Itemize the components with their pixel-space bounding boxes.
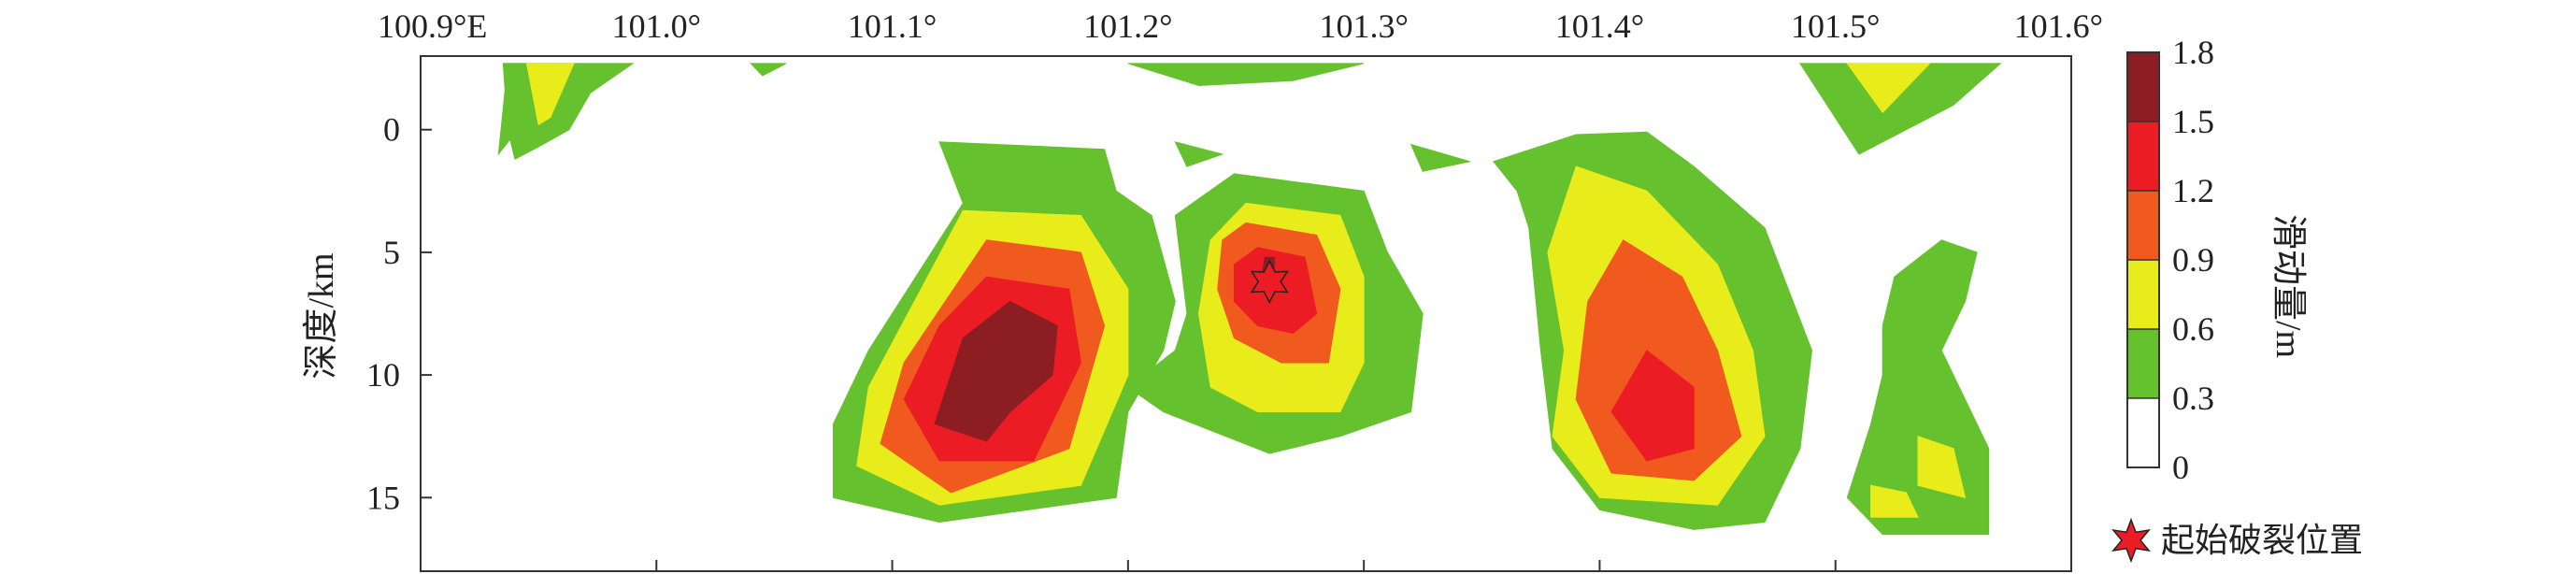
colorbar-segment: [2127, 191, 2159, 260]
epicenter-layer: [1250, 259, 1289, 305]
y-tick-label: 10: [366, 356, 400, 394]
x-tick-label: 100.9°E: [378, 7, 487, 45]
colorbar-segment: [2127, 52, 2159, 122]
x-tick-label: 101.6°: [2014, 7, 2103, 45]
slip-patch: [1870, 484, 1919, 518]
colorbar-tick-label: 1.2: [2172, 172, 2214, 209]
legend-star-shape: [2111, 517, 2151, 564]
slip-patch: [1798, 63, 2002, 155]
colorbar-segment: [2127, 260, 2159, 329]
slip-patch: [1846, 63, 1931, 114]
colorbar-segment: [2127, 329, 2159, 398]
slip-patch: [1174, 141, 1224, 167]
y-axis: 0 5 10 15: [366, 111, 432, 516]
colorbar-tick-label: 0.9: [2172, 241, 2214, 279]
colorbar-title: 滑动量/m: [2268, 214, 2308, 358]
star-icon: [2111, 517, 2151, 564]
colorbar-tick-label: 0.3: [2172, 380, 2214, 417]
slip-patch: [1917, 435, 1967, 498]
x-tick-label: 101.3°: [1319, 7, 1408, 45]
y-tick-label: 0: [383, 111, 400, 149]
y-tick-label: 15: [366, 479, 400, 516]
colorbar-segment: [2127, 122, 2159, 191]
colorbar: 0 0.3 0.6 0.9 1.2 1.5 1.8: [2126, 34, 2214, 486]
slip-patch: [1846, 239, 1990, 536]
x-axis: 100.9°E 101.0° 101.1° 101.2° 101.3° 101.4° 101…: [378, 7, 2103, 571]
slip-patch: [1410, 143, 1470, 172]
x-tick-label: 101.2°: [1083, 7, 1172, 45]
x-tick-label: 101.0°: [612, 7, 701, 45]
slip-patch: [750, 63, 787, 77]
colorbar-tick-label: 1.5: [2172, 103, 2214, 140]
slip-patch: [934, 300, 1058, 442]
colorbar-tick-label: 0.6: [2172, 310, 2214, 348]
colorbar-tick-label: 0: [2172, 449, 2189, 486]
legend: 起始破裂位置: [2111, 517, 2363, 564]
slip-patch: [1127, 63, 1365, 87]
legend-epicenter-label: 起始破裂位置: [2161, 522, 2363, 559]
slip-patch: [1610, 350, 1695, 462]
x-tick-label: 101.5°: [1791, 7, 1880, 45]
plot-frame: [420, 55, 2072, 572]
y-tick-label: 5: [383, 234, 400, 271]
epicenter-star-icon: [1250, 259, 1289, 305]
y-axis-title: 深度/km: [302, 252, 341, 379]
colorbar-tick-label: 1.8: [2172, 34, 2214, 71]
x-tick-label: 101.4°: [1555, 7, 1644, 45]
x-tick-label: 101.1°: [848, 7, 937, 45]
slip-patch: [525, 63, 575, 126]
slip-contour-layer: [497, 63, 2002, 536]
colorbar-segment: [2127, 398, 2159, 467]
